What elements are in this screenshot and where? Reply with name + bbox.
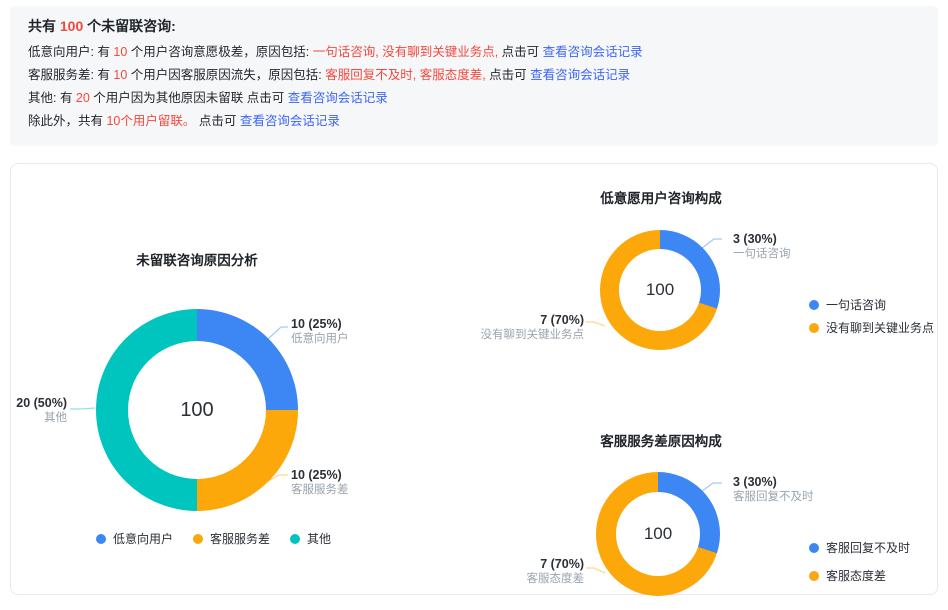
slice-label-other: 20 (50%) 其他: [16, 396, 67, 424]
legend-item-low-intent[interactable]: 低意向用户: [96, 530, 173, 547]
summary-title: 共有 100 个未留联咨询:: [28, 18, 176, 34]
donut-main-center-value: 100: [180, 398, 214, 421]
view-records-link-other[interactable]: 查看咨询会话记录: [287, 91, 388, 105]
low-intent-count: 10: [113, 45, 128, 59]
retained-count: 10个用户留联。: [106, 114, 196, 128]
view-records-link-low-intent[interactable]: 查看咨询会话记录: [542, 45, 643, 59]
legend-item-other[interactable]: 其他: [290, 530, 331, 547]
chart-title-low-intent: 低意愿用户咨询构成: [600, 191, 722, 206]
summary-line-other: 其他: 有 20 个用户因为其他原因未留联 点击可 查看咨询会话记录: [28, 91, 388, 105]
summary-title-text: 共有: [28, 18, 60, 34]
legend-item-bad-attitude[interactable]: 客服态度差: [809, 567, 910, 584]
legend-dot-other: [290, 533, 301, 544]
legend-dot-no-key-topic: [809, 322, 819, 333]
slice-label-slow-reply: 3 (30%) 客服回复不及时: [733, 475, 814, 503]
bad-service-reasons: 客服回复不及时, 客服态度差,: [325, 68, 486, 82]
legend-bad-service: 客服回复不及时 客服态度差: [809, 539, 910, 595]
view-records-link-bad-service[interactable]: 查看咨询会话记录: [530, 68, 631, 82]
donut-low-intent[interactable]: 100: [600, 230, 720, 350]
donut-bad-service-hole: 100: [616, 492, 700, 576]
summary-line-low-intent: 低意向用户: 有 10 个用户咨询意愿极差，原因包括: 一句话咨询, 没有聊到关…: [28, 45, 643, 59]
chart-title-main: 未留联咨询原因分析: [136, 253, 258, 268]
donut-bad-service-center-value: 100: [643, 524, 673, 543]
slice-label-one-sentence: 3 (30%) 一句话咨询: [733, 232, 791, 260]
summary-line-retained: 除此外，共有 10个用户留联。 点击可 查看咨询会话记录: [28, 114, 340, 128]
legend-dot-one-sentence: [809, 299, 819, 310]
legend-item-bad-service[interactable]: 客服服务差: [193, 530, 270, 547]
legend-main: 低意向用户 客服服务差 其他: [96, 530, 331, 547]
legend-dot-slow-reply: [809, 542, 819, 553]
legend-low-intent: 一句话咨询 没有聊到关键业务点: [809, 296, 934, 342]
donut-low-intent-center-value: 100: [645, 280, 675, 299]
donut-main-hole: 100: [128, 341, 266, 479]
legend-dot-low-intent: [96, 533, 106, 544]
slice-label-low-intent: 10 (25%) 低意向用户: [291, 317, 349, 345]
charts-card: 未留联咨询原因分析 100 10 (25%) 低意向用户 20 (50%) 其他…: [10, 163, 938, 596]
donut-low-intent-hole: 100: [619, 249, 701, 331]
legend-item-no-key-topic[interactable]: 没有聊到关键业务点: [809, 319, 934, 336]
legend-dot-bad-attitude: [809, 570, 819, 581]
low-intent-reasons: 一句话咨询, 没有聊到关键业务点,: [312, 45, 499, 59]
summary-line-bad-service: 客服服务差: 有 10 个用户因客服原因流失，原因包括: 客服回复不及时, 客服…: [28, 68, 631, 82]
view-records-link-retained[interactable]: 查看咨询会话记录: [239, 114, 340, 128]
donut-main-reasons[interactable]: 100: [96, 309, 298, 511]
bad-service-count: 10: [113, 68, 128, 82]
slice-label-bad-service: 10 (25%) 客服服务差: [291, 468, 349, 496]
donut-bad-service[interactable]: 100: [596, 472, 720, 596]
other-count: 20: [75, 91, 90, 105]
legend-item-slow-reply[interactable]: 客服回复不及时: [809, 539, 910, 556]
legend-dot-bad-service: [193, 533, 204, 544]
summary-card: 共有 100 个未留联咨询: 低意向用户: 有 10 个用户咨询意愿极差，原因包…: [10, 6, 938, 146]
slice-label-bad-attitude: 7 (70%) 客服态度差: [526, 557, 585, 585]
total-count: 100: [59, 18, 84, 34]
legend-item-one-sentence[interactable]: 一句话咨询: [809, 296, 934, 313]
chart-title-bad-service: 客服服务差原因构成: [600, 434, 722, 449]
slice-label-no-key-topic: 7 (70%) 没有聊到关键业务点: [480, 313, 585, 341]
